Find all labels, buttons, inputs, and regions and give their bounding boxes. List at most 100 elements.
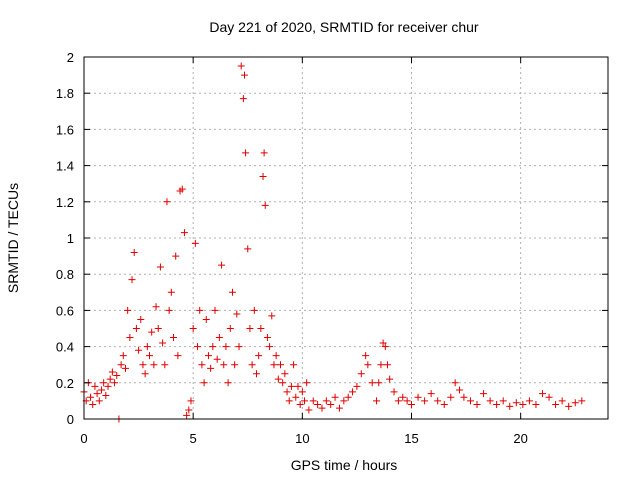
data-point	[362, 352, 370, 360]
data-point	[126, 334, 134, 342]
data-point	[301, 397, 309, 405]
data-point	[117, 361, 125, 369]
data-point	[427, 390, 435, 398]
data-point	[532, 401, 540, 409]
data-point	[215, 334, 223, 342]
data-point	[545, 393, 553, 401]
data-point	[104, 382, 112, 390]
y-tick-labels: 0 0.2 0.4 0.6 0.8 1 1.2 1.4 1.6 1.8 2	[56, 50, 74, 427]
x-tick-label: 20	[513, 431, 527, 446]
data-point	[102, 391, 110, 399]
data-point	[218, 261, 226, 269]
data-point	[211, 306, 219, 314]
data-point	[349, 388, 357, 396]
data-point	[242, 149, 250, 157]
data-point	[322, 397, 330, 405]
data-point	[228, 288, 236, 296]
data-point	[314, 401, 322, 409]
data-point	[130, 248, 138, 256]
data-point	[119, 352, 127, 360]
data-point	[506, 402, 514, 410]
data-point	[375, 379, 383, 387]
data-point	[154, 325, 162, 332]
y-tick-label: 1.6	[56, 122, 74, 137]
grid	[84, 57, 608, 419]
data-point	[244, 245, 252, 253]
data-point	[368, 379, 376, 387]
data-point	[451, 379, 459, 387]
data-point	[165, 306, 173, 314]
data-point	[399, 393, 407, 401]
data-point	[473, 401, 481, 409]
data-point	[512, 399, 520, 407]
x-tick-label: 0	[80, 431, 87, 446]
data-point	[141, 370, 149, 378]
data-point	[290, 361, 298, 369]
data-point	[331, 393, 339, 401]
data-point	[274, 375, 282, 383]
data-point	[187, 397, 195, 405]
y-tick-label: 1.8	[56, 86, 74, 101]
data-point	[189, 325, 197, 332]
data-point	[224, 379, 232, 387]
data-point	[124, 306, 132, 314]
data-point	[246, 325, 254, 332]
data-point	[525, 397, 533, 405]
data-point	[152, 303, 160, 311]
chart-title: Day 221 of 2020, SRMTID for receiver chu…	[209, 19, 479, 35]
data-point	[106, 375, 114, 383]
data-point	[318, 404, 326, 412]
data-point	[139, 361, 147, 369]
data-point	[111, 379, 119, 387]
data-point	[135, 346, 143, 354]
data-point	[539, 390, 546, 398]
y-tick-label: 1	[67, 231, 74, 246]
data-point	[408, 401, 415, 409]
y-tick-label: 1.4	[56, 159, 74, 174]
data-point	[240, 71, 248, 79]
data-point	[440, 401, 448, 409]
data-point	[233, 310, 241, 318]
data-point	[132, 325, 140, 332]
data-point	[279, 379, 287, 387]
data-point	[209, 343, 217, 351]
data-point	[327, 401, 335, 409]
data-point	[89, 401, 97, 409]
data-point	[248, 361, 256, 369]
data-point	[263, 334, 271, 342]
x-tick-label: 5	[190, 431, 197, 446]
data-point	[143, 343, 151, 351]
data-point	[565, 402, 573, 410]
data-point	[283, 388, 291, 396]
data-point	[414, 393, 422, 401]
data-point	[277, 361, 284, 369]
data-point	[305, 406, 313, 414]
data-point	[344, 393, 352, 401]
data-point	[137, 315, 145, 323]
data-point	[185, 406, 193, 414]
data-point	[296, 401, 304, 409]
data-point	[379, 339, 387, 347]
data-point	[250, 306, 258, 314]
data-point	[558, 397, 566, 405]
x-tick-label: 15	[404, 431, 418, 446]
data-point	[146, 352, 153, 360]
data-point	[287, 382, 295, 390]
data-point	[207, 364, 215, 372]
data-point	[196, 306, 204, 314]
data-point	[121, 364, 129, 372]
data-point	[292, 393, 300, 401]
data-point	[340, 397, 348, 405]
data-point	[156, 263, 164, 271]
data-point	[421, 397, 429, 405]
data-point	[493, 401, 501, 409]
data-point	[93, 390, 101, 398]
data-point	[266, 343, 274, 351]
data-point	[174, 352, 182, 360]
y-tick-label: 0	[67, 412, 74, 427]
data-point	[163, 198, 171, 206]
data-point	[403, 397, 411, 405]
data-point	[261, 201, 269, 209]
data-point	[97, 386, 105, 394]
